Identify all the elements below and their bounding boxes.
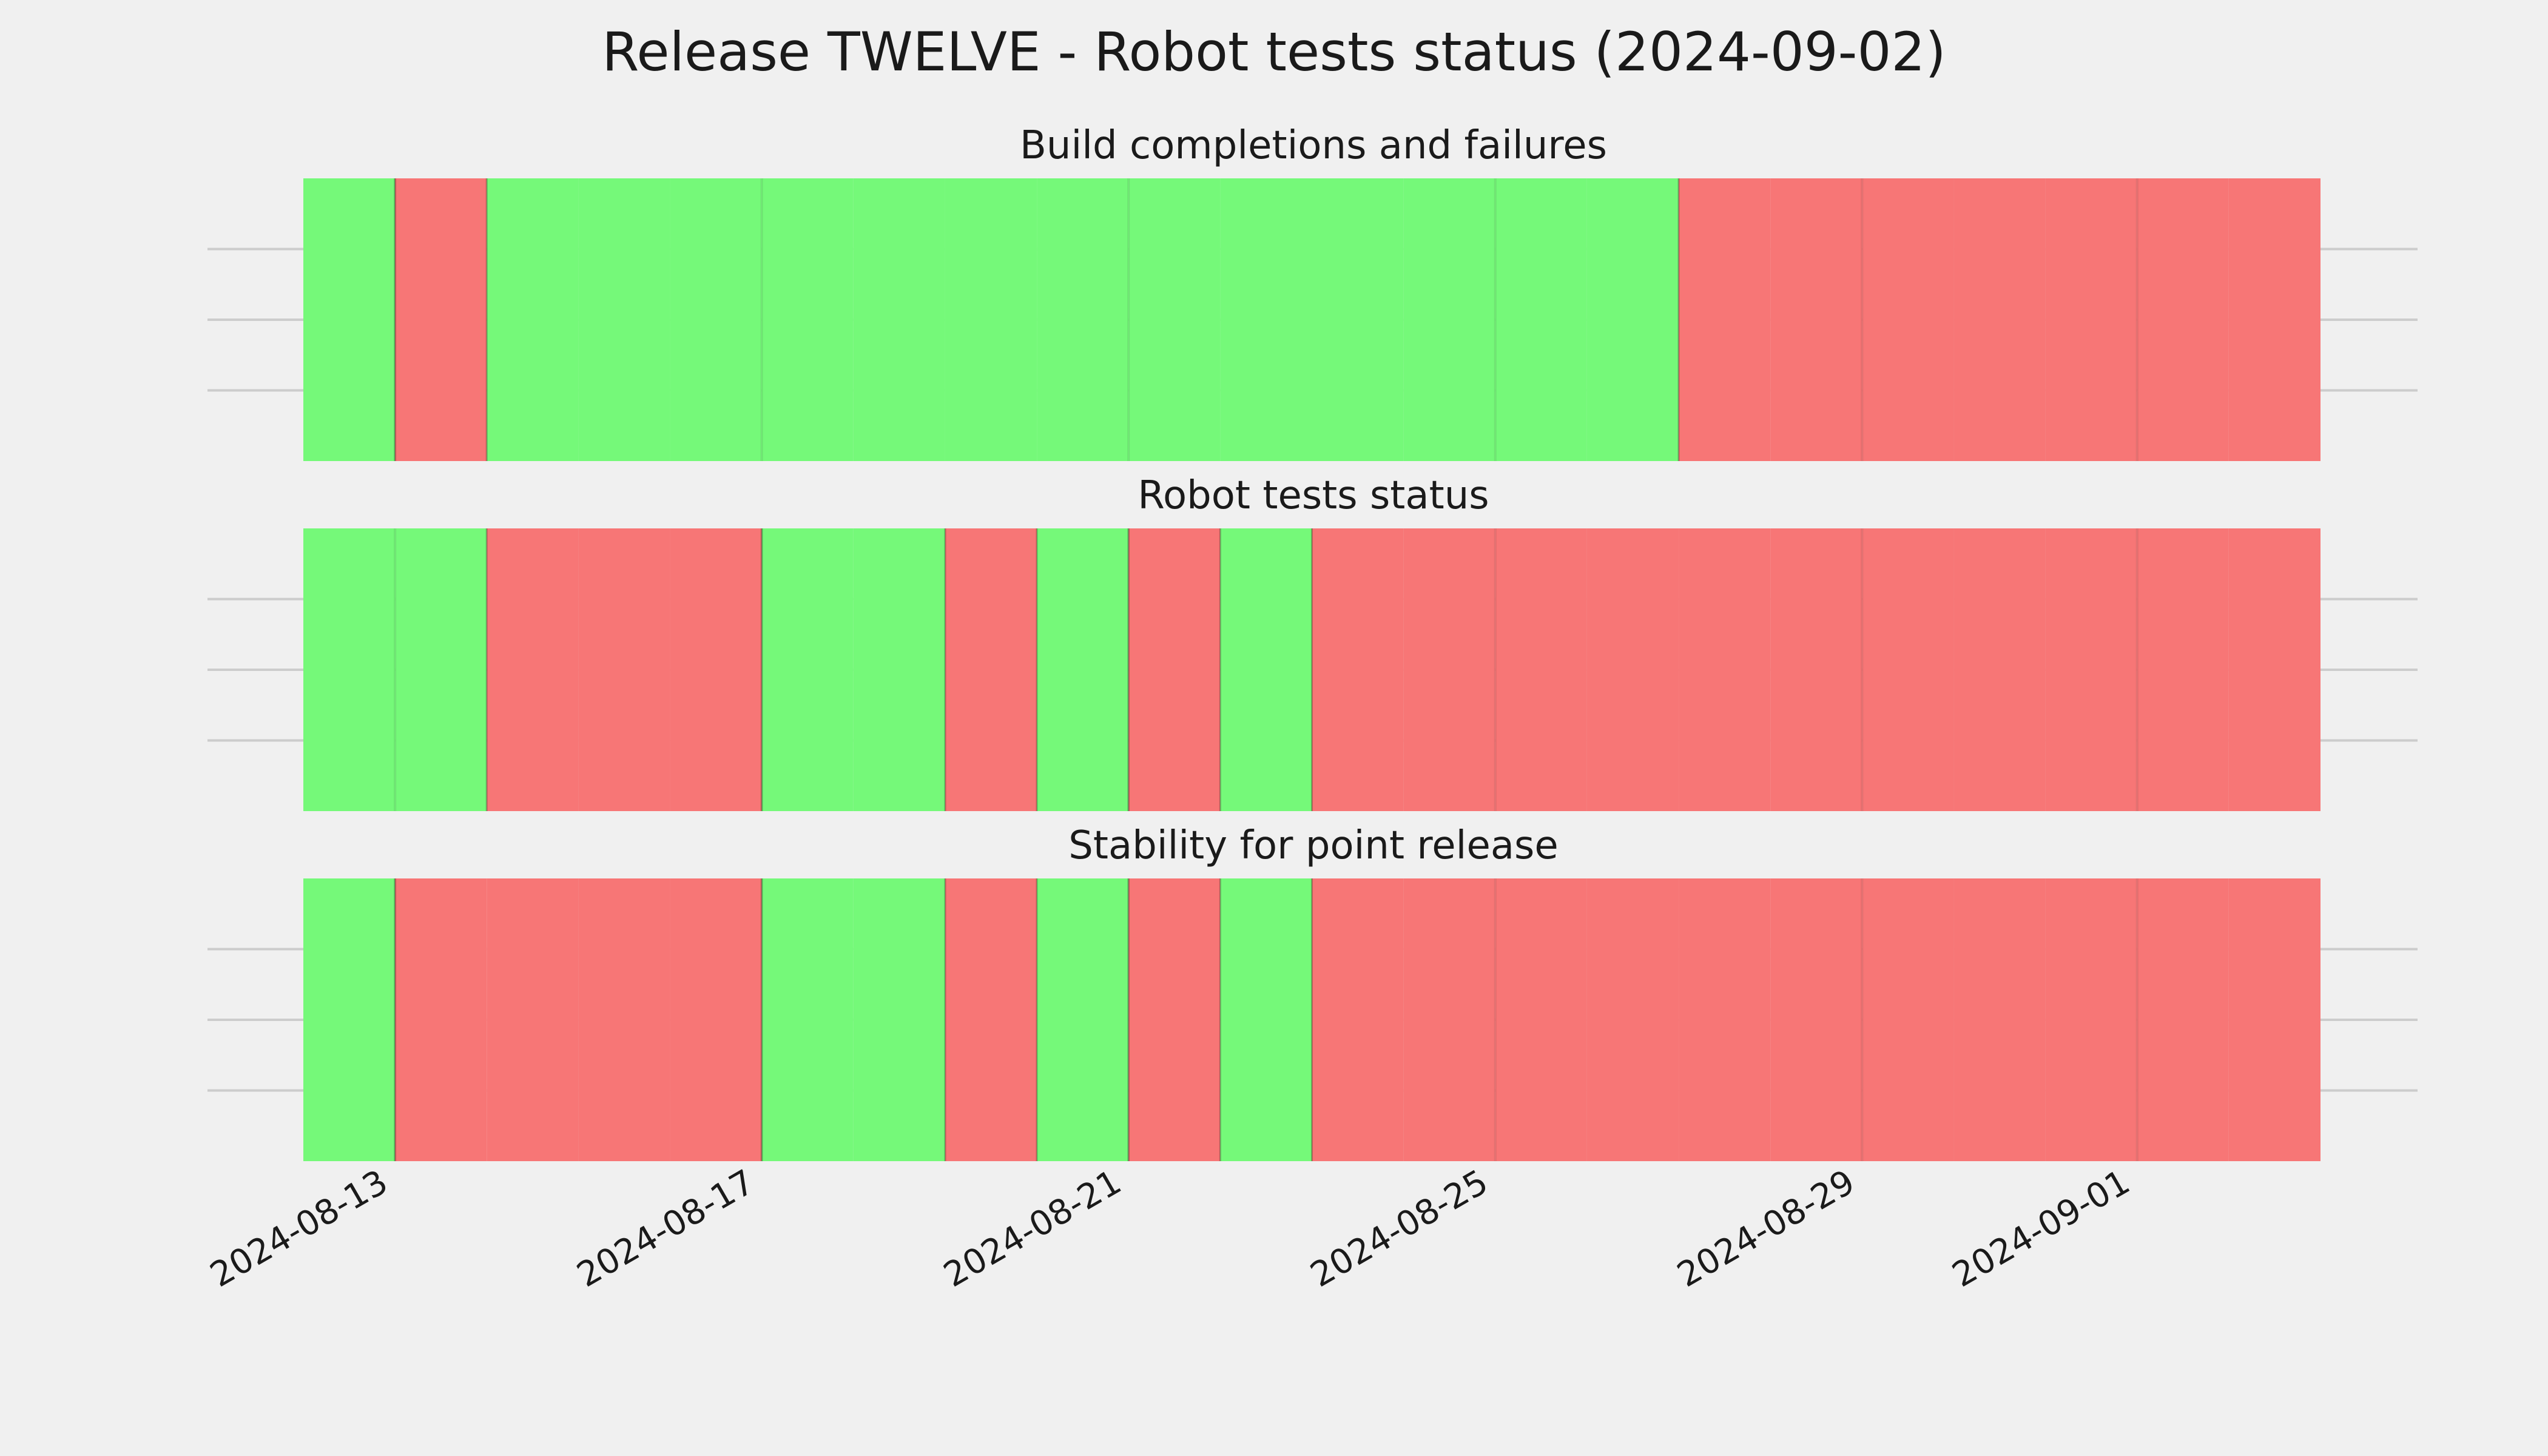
status-bar-pass: [578, 178, 670, 461]
status-bar-pass: [1220, 878, 1312, 1161]
status-bar-fail: [578, 528, 670, 811]
status-bar-pass: [761, 528, 854, 811]
status-bar-pass: [1220, 528, 1312, 811]
panel-robot-tests: Robot tests status: [207, 473, 2418, 811]
status-bar-pass: [1220, 178, 1312, 461]
status-bar-fail: [487, 528, 579, 811]
status-bar-fail: [1312, 878, 1404, 1161]
status-bar-fail: [1403, 878, 1495, 1161]
status-bar-fail: [1495, 878, 1587, 1161]
status-bar-fail: [1953, 528, 2046, 811]
status-bar-fail: [2045, 878, 2137, 1161]
status-bar-fail: [2137, 528, 2229, 811]
status-bar-fail: [1586, 528, 1679, 811]
status-bar-fail: [1128, 878, 1221, 1161]
panel-build-bars: [207, 178, 2418, 461]
status-bar-fail: [2228, 528, 2320, 811]
status-bar-fail: [2045, 178, 2137, 461]
status-bar-fail: [1679, 178, 1771, 461]
status-bar-fail: [1862, 178, 1954, 461]
status-bar-pass: [1312, 178, 1404, 461]
panel-title-build: Build completions and failures: [1020, 123, 1607, 168]
status-bar-fail: [1770, 878, 1862, 1161]
status-bar-pass: [761, 178, 854, 461]
panel-stability: Stability for point release: [207, 823, 2418, 1161]
status-bar-pass: [853, 878, 945, 1161]
panel-stability-bars: [207, 878, 2418, 1161]
status-bar-pass: [1128, 178, 1221, 461]
status-bar-pass: [853, 178, 945, 461]
status-bar-pass: [487, 178, 579, 461]
status-bar-fail: [945, 878, 1037, 1161]
status-bar-fail: [1953, 178, 2046, 461]
status-bar-pass: [303, 178, 396, 461]
status-bar-fail: [670, 878, 762, 1161]
status-bar-pass: [395, 528, 487, 811]
status-bar-fail: [487, 878, 579, 1161]
status-bar-pass: [945, 178, 1037, 461]
status-bar-pass: [1037, 528, 1129, 811]
status-bar-fail: [1770, 178, 1862, 461]
status-bar-fail: [1128, 528, 1221, 811]
status-bar-pass: [1037, 878, 1129, 1161]
status-bar-pass: [670, 178, 762, 461]
status-bar-fail: [945, 528, 1037, 811]
panel-robot-tests-bars: [207, 528, 2418, 811]
status-bar-fail: [395, 878, 487, 1161]
status-bar-pass: [853, 528, 945, 811]
panel-title-stability: Stability for point release: [1068, 823, 1559, 868]
panel-build: Build completions and failures: [207, 123, 2418, 461]
status-bar-fail: [2137, 878, 2229, 1161]
status-bar-fail: [1862, 528, 1954, 811]
status-bar-fail: [1770, 528, 1862, 811]
status-bar-fail: [1403, 528, 1495, 811]
status-bar-fail: [578, 878, 670, 1161]
status-bar-fail: [1312, 528, 1404, 811]
status-bar-fail: [670, 528, 762, 811]
status-bar-fail: [2228, 878, 2320, 1161]
status-bar-pass: [1586, 178, 1679, 461]
chart-title: Release TWELVE - Robot tests status (202…: [602, 21, 1946, 83]
status-bar-fail: [1495, 528, 1587, 811]
status-bar-fail: [2228, 178, 2320, 461]
status-bar-fail: [1679, 878, 1771, 1161]
panel-title-robot-tests: Robot tests status: [1138, 473, 1489, 518]
status-bar-fail: [1862, 878, 1954, 1161]
status-bar-pass: [303, 528, 396, 811]
status-bar-pass: [303, 878, 396, 1161]
status-bar-fail: [1953, 878, 2046, 1161]
status-bar-fail: [395, 178, 487, 461]
status-bar-fail: [2045, 528, 2137, 811]
status-bar-fail: [1679, 528, 1771, 811]
status-bar-fail: [2137, 178, 2229, 461]
status-bar-pass: [1037, 178, 1129, 461]
status-bar-fail: [1586, 878, 1679, 1161]
status-bar-pass: [761, 878, 854, 1161]
status-bar-pass: [1495, 178, 1587, 461]
status-bar-pass: [1403, 178, 1495, 461]
